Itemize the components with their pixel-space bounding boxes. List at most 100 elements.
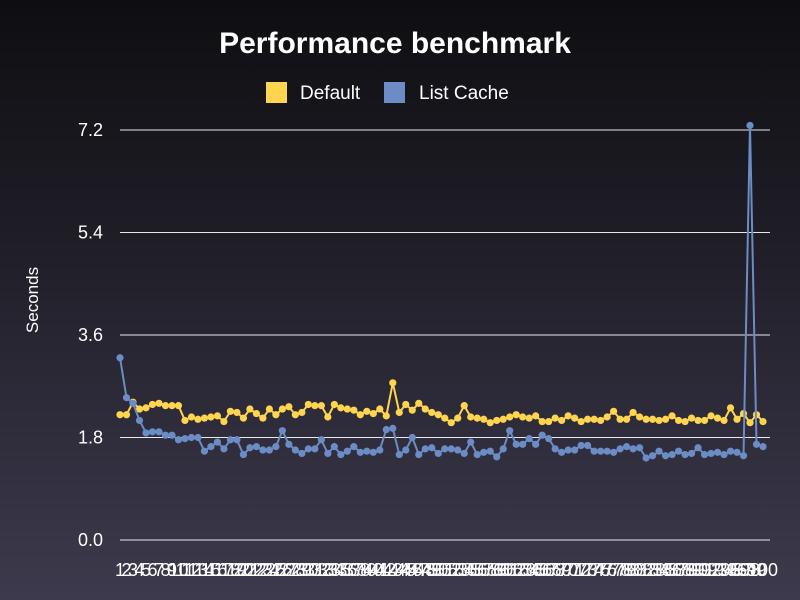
y-tick-label: 0.0: [78, 530, 103, 550]
x-tick-label: 42: [376, 560, 396, 580]
data-point: [350, 406, 358, 414]
series-layer: [116, 121, 767, 462]
x-tick-label: 56: [467, 560, 487, 580]
x-tick-label: 92: [701, 560, 721, 580]
data-point: [233, 436, 241, 444]
data-point: [681, 417, 689, 426]
data-point: [551, 445, 559, 453]
x-tick-label: 63: [513, 560, 533, 580]
x-tick-label: 74: [584, 560, 604, 580]
data-point: [473, 414, 481, 422]
data-point: [558, 416, 566, 425]
data-point: [519, 413, 527, 421]
x-tick-label: 100: [748, 560, 778, 580]
x-tick-label: 89: [682, 560, 702, 580]
data-point: [278, 427, 286, 435]
data-point: [681, 450, 689, 459]
data-point: [720, 416, 728, 425]
x-tick-label: 52: [441, 560, 461, 580]
data-point: [421, 405, 429, 413]
x-tick-label: 21: [240, 560, 260, 580]
data-point: [265, 446, 273, 454]
x-tick-label: 33: [318, 560, 338, 580]
x-tick-label: 20: [233, 560, 253, 580]
data-point: [623, 415, 631, 423]
x-tick-label: 26: [272, 560, 292, 580]
x-tick-label: 22: [246, 560, 266, 580]
x-tick-label: 46: [402, 560, 422, 580]
x-tick-label: 70: [558, 560, 578, 580]
data-point: [168, 431, 176, 439]
chart-title: Performance benchmark: [219, 27, 571, 60]
x-tick-label: 61: [500, 560, 520, 580]
data-point: [376, 446, 384, 454]
x-tick-label: 41: [370, 560, 390, 580]
data-point: [759, 443, 767, 451]
data-point: [317, 402, 325, 410]
data-point: [519, 440, 527, 448]
data-point: [259, 446, 267, 454]
x-tick-label: 76: [597, 560, 617, 580]
x-tick-label: 94: [714, 560, 734, 580]
data-point: [213, 412, 222, 420]
data-point: [590, 447, 598, 455]
data-point: [648, 415, 657, 423]
data-point: [733, 448, 741, 456]
data-point: [135, 405, 144, 413]
data-point: [415, 450, 423, 459]
data-point: [148, 428, 157, 436]
legend-label: Default: [300, 83, 361, 104]
data-point: [356, 411, 364, 419]
data-point: [486, 447, 494, 455]
legend: Default List Cache: [266, 82, 509, 104]
x-tick-label: 91: [695, 560, 715, 580]
data-point: [629, 445, 637, 453]
x-tick-label: 15: [201, 560, 221, 580]
x-tick-label: 39: [357, 560, 377, 580]
data-point: [369, 409, 377, 418]
series-default: [116, 379, 767, 427]
x-tick-label: 32: [311, 560, 331, 580]
data-point: [207, 443, 215, 451]
data-point: [311, 402, 319, 410]
data-point: [408, 433, 416, 442]
grid-lines: [120, 129, 770, 541]
data-point: [700, 450, 709, 459]
data-point: [707, 449, 715, 458]
data-point: [363, 407, 371, 415]
data-point: [661, 415, 670, 423]
data-point: [584, 441, 592, 450]
data-point: [746, 419, 754, 427]
x-tick-label: 30: [298, 560, 318, 580]
x-tick-label: 11: [176, 560, 195, 580]
x-tick-label: 28: [285, 560, 305, 580]
data-point: [356, 448, 364, 456]
x-tick-label: 18: [220, 560, 240, 580]
data-point: [460, 449, 468, 458]
x-tick-label: 49: [422, 560, 442, 580]
data-point: [661, 452, 670, 460]
data-point: [330, 443, 338, 451]
x-tick-label: 44: [389, 560, 409, 580]
data-point: [545, 417, 553, 426]
x-tick-label: 88: [675, 560, 695, 580]
data-point: [733, 415, 741, 423]
data-point: [642, 454, 650, 462]
data-point: [635, 413, 644, 421]
data-point: [454, 414, 462, 422]
data-point: [655, 416, 663, 425]
data-point: [226, 407, 235, 415]
data-point: [402, 400, 410, 409]
data-point: [700, 416, 709, 425]
data-point: [252, 409, 260, 418]
data-point: [577, 417, 585, 426]
y-tick-label: 1.8: [78, 428, 103, 448]
data-point: [538, 431, 546, 439]
x-tick-label: 48: [415, 560, 435, 580]
data-point: [161, 402, 170, 410]
x-tick-label: 54: [454, 560, 474, 580]
data-point: [538, 417, 546, 426]
x-tick-label: 82: [636, 560, 656, 580]
data-point: [746, 121, 754, 130]
data-point: [428, 408, 436, 417]
